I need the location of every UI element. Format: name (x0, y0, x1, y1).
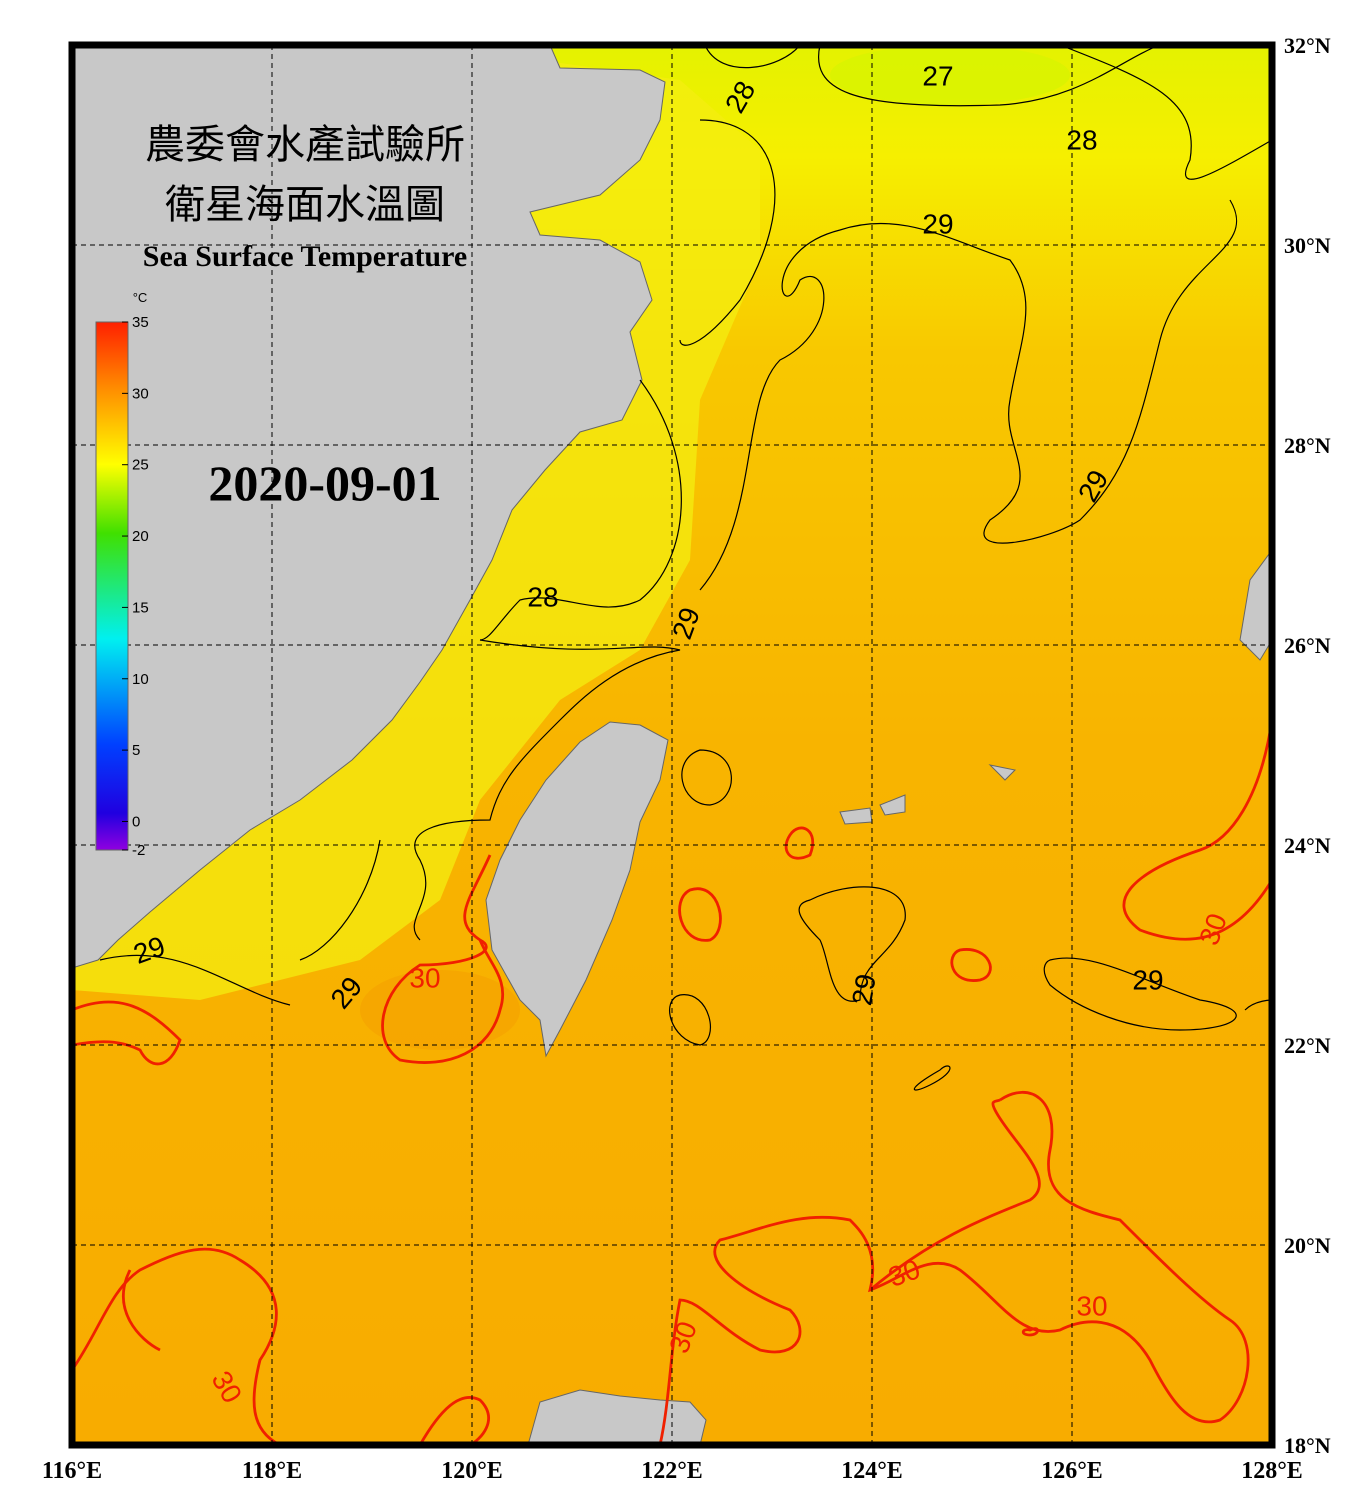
y-tick-label: 20°N (1284, 1233, 1331, 1258)
y-tick-label: 28°N (1284, 433, 1331, 458)
colorbar-tick-label: 5 (132, 742, 140, 759)
graticule (72, 45, 1272, 1445)
colorbar-tick-label: 25 (132, 457, 149, 474)
contour-label: 28 (1066, 124, 1097, 155)
contour-label: 29 (846, 972, 882, 1008)
colorbar-tick-label: -2 (132, 842, 145, 859)
contour-label: 29 (922, 208, 953, 239)
colorbar-tick-label: 0 (132, 813, 140, 830)
map-area (72, 45, 1272, 1445)
colorbar-tick-label: 30 (132, 385, 149, 402)
x-tick-label: 120°E (441, 1458, 503, 1484)
contours-red (72, 719, 1272, 1445)
colorbar-tick-label: 20 (132, 528, 149, 545)
map-frame (68, 41, 1276, 1449)
y-tick-label: 18°N (1284, 1433, 1331, 1458)
contour-label: 27 (922, 60, 953, 91)
colorbar-tick-label: 15 (132, 599, 149, 616)
contour-label: 30 (1076, 1290, 1107, 1321)
x-tick-label: 128°E (1241, 1458, 1303, 1484)
y-tick-label: 22°N (1284, 1033, 1331, 1058)
title-line: 衛星海面水溫圖 (165, 182, 445, 227)
x-tick-label: 122°E (641, 1458, 703, 1484)
x-tick-label: 126°E (1041, 1458, 1103, 1484)
y-tick-label: 24°N (1284, 833, 1331, 858)
warm-patch (360, 970, 520, 1050)
date: 2020-09-01 (208, 455, 441, 511)
taiwan-land (485, 721, 669, 1058)
contour-label: 30 (409, 962, 440, 993)
title-line: 農委會水產試驗所 (145, 122, 465, 167)
contour-label: 28 (527, 581, 558, 612)
colorbar-unit: °C (133, 290, 148, 305)
y-tick-label: 26°N (1284, 633, 1331, 658)
x-tick-label: 124°E (841, 1458, 903, 1484)
y-tick-label: 32°N (1284, 33, 1331, 58)
subtitle: Sea Surface Temperature (143, 240, 467, 273)
x-tick-label: 118°E (242, 1458, 302, 1484)
x-tick-label: 116°E (42, 1458, 102, 1484)
y-tick-label: 30°N (1284, 233, 1331, 258)
cool-patch (830, 45, 1070, 105)
island (1239, 549, 1272, 661)
contours-black (99, 45, 1272, 1091)
contour-label: 29 (1132, 964, 1163, 995)
china-land (72, 45, 666, 969)
colorbar-tick-label: 10 (132, 671, 149, 688)
colorbar (95, 321, 129, 851)
colorbar-tick-label: 35 (132, 314, 149, 331)
